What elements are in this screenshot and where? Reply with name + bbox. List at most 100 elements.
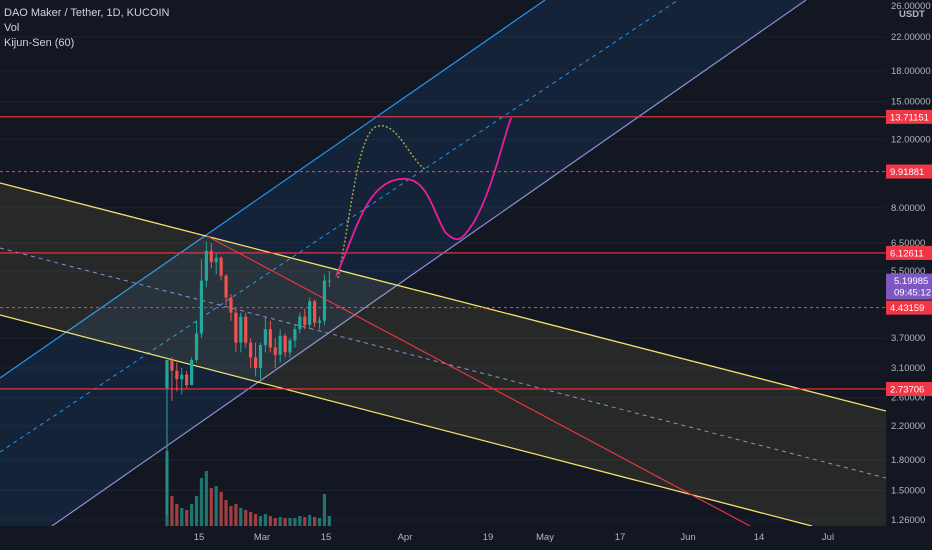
level-tag [886, 164, 932, 179]
price-tick-label[interactable]: 8.00000 [891, 203, 925, 214]
candle-body [268, 329, 272, 348]
volume-bar [308, 515, 312, 526]
price-tick-label-clipped[interactable]: 26.00000 [891, 1, 931, 12]
volume-bar [194, 496, 199, 526]
candle-body [199, 280, 204, 334]
volume-bar [209, 488, 213, 526]
time-tick-label[interactable]: 14 [754, 532, 765, 543]
projection-path-olive [337, 125, 427, 279]
candle-body [283, 335, 287, 353]
level-tag [886, 109, 932, 124]
axes-layer: 22.00000 18.00000 15.00000 12.00000 8.00000 6… [194, 1, 932, 543]
volume-bar [278, 517, 282, 526]
candle-body [170, 359, 174, 371]
projection-path-pink [335, 117, 512, 277]
volume-bar [244, 510, 248, 526]
level-tag-label[interactable]: 13.71151 [890, 112, 929, 123]
legend-symbol[interactable]: DAO Maker / Tether, 1D, KUCOIN [4, 7, 170, 19]
candle-body [298, 316, 302, 330]
price-tick-label[interactable]: 18.00000 [891, 66, 931, 77]
candle-body [239, 316, 243, 343]
candle-body [190, 359, 194, 386]
price-tick-label[interactable]: 1.26000 [891, 515, 925, 526]
candle-body [224, 275, 228, 298]
candle-body [175, 370, 179, 380]
price-tick-label[interactable]: 3.10000 [891, 363, 925, 374]
volume-bar [190, 504, 194, 526]
volume-bar [253, 514, 258, 526]
price-tick-label[interactable]: 2.60000 [891, 393, 925, 404]
volume-bar [224, 500, 228, 526]
volume-bar [175, 504, 179, 526]
candle-body [317, 320, 322, 323]
candle-body [327, 280, 331, 282]
candle-body [249, 342, 253, 358]
current-price-label[interactable]: 5.19985 [894, 276, 928, 287]
time-tick-label[interactable]: 17 [615, 532, 626, 543]
level-tag-label[interactable]: 2.73706 [890, 384, 924, 395]
level-tag [886, 381, 932, 396]
price-tick-label[interactable]: 2.20000 [891, 421, 925, 432]
volume-bar [322, 494, 327, 526]
bar-countdown-label[interactable]: 09:45:12 [894, 288, 931, 299]
time-tick-label[interactable]: Jul [822, 532, 834, 543]
legend-vol[interactable]: Vol [4, 22, 20, 34]
level-tag [886, 300, 932, 315]
price-tick-label[interactable]: 3.70000 [891, 333, 925, 344]
volume-bar [283, 518, 287, 526]
volume-bar [185, 510, 189, 526]
candle-body [244, 316, 248, 343]
yellow-channel-lower [0, 314, 813, 526]
volume-bar [273, 518, 277, 526]
time-tick-label[interactable]: Mar [254, 532, 270, 543]
candle-body [278, 335, 282, 355]
blue-channel-lower [51, 0, 807, 526]
time-tick-label[interactable]: May [536, 532, 554, 543]
price-tick-label[interactable]: 22.00000 [891, 32, 931, 43]
level-tag-label[interactable]: 6.12611 [890, 248, 924, 259]
time-tick-label[interactable]: Jun [680, 532, 695, 543]
candles-layer [165, 241, 331, 515]
time-tick-label[interactable]: Apr [398, 532, 413, 543]
yellow-channel-upper [0, 182, 886, 412]
price-tick-label[interactable]: 15.00000 [891, 97, 931, 108]
volume-bar [219, 492, 223, 526]
volume-bar [180, 508, 184, 526]
level-tag-label[interactable]: 9.91881 [890, 167, 924, 178]
candle-body [165, 359, 169, 389]
candle-body [214, 257, 218, 263]
price-tick-label[interactable]: 12.00000 [891, 134, 931, 145]
price-tick-label[interactable]: 1.80000 [891, 455, 925, 466]
price-tick-label[interactable]: 5.50000 [891, 266, 925, 277]
volume-bar [214, 486, 218, 526]
chart-legend: DAO Maker / Tether, 1D, KUCOIN Vol Kijun… [4, 6, 169, 51]
blue-channel-upper [0, 0, 546, 379]
volume-bar [263, 514, 267, 526]
time-tick-label[interactable]: 19 [483, 532, 494, 543]
candle-body [263, 329, 267, 346]
volume-bar [317, 518, 322, 526]
volume-bar [298, 516, 302, 526]
price-tick-label[interactable]: 1.50000 [891, 486, 925, 497]
blue-channel-fill [0, 0, 806, 526]
legend-kijun[interactable]: Kijun-Sen (60) [4, 37, 75, 49]
volume-bar [327, 516, 331, 526]
volume-bar [303, 517, 307, 526]
volume-bar [249, 512, 253, 526]
candle-body [209, 250, 213, 263]
volume-bar [234, 504, 238, 526]
time-tick-label[interactable]: 15 [321, 532, 332, 543]
time-tick-label[interactable]: 15 [194, 532, 205, 543]
level-tag-label[interactable]: 4.43159 [890, 303, 924, 314]
candle-body [303, 316, 307, 325]
currency-unit-label[interactable]: USDT [899, 9, 925, 20]
candle-body [308, 301, 312, 325]
candle-body [180, 374, 184, 380]
price-tick-label[interactable]: 6.50000 [891, 238, 925, 249]
red-trendline [206, 235, 751, 526]
volume-bar [313, 517, 317, 526]
candle-body [194, 333, 199, 360]
